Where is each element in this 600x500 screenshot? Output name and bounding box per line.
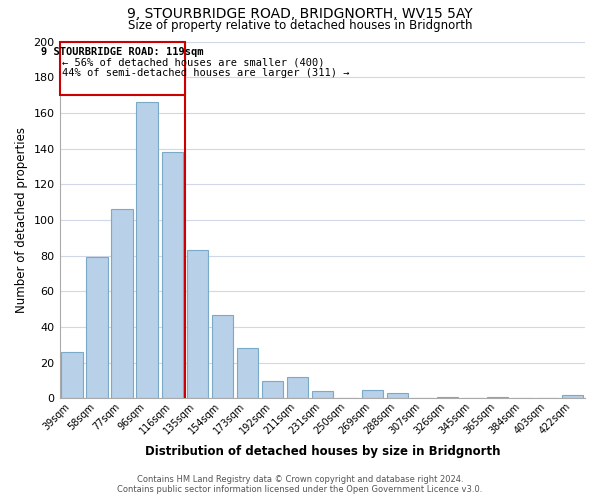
X-axis label: Distribution of detached houses by size in Bridgnorth: Distribution of detached houses by size …: [145, 444, 500, 458]
Bar: [487, 396, 508, 398]
Text: Contains HM Land Registry data © Crown copyright and database right 2024.
Contai: Contains HM Land Registry data © Crown c…: [118, 474, 482, 494]
Bar: [212, 314, 233, 398]
Text: Size of property relative to detached houses in Bridgnorth: Size of property relative to detached ho…: [128, 19, 472, 32]
Bar: [287, 377, 308, 398]
Bar: [362, 390, 383, 398]
Bar: [236, 348, 258, 399]
Bar: [262, 380, 283, 398]
Text: ← 56% of detached houses are smaller (400): ← 56% of detached houses are smaller (40…: [62, 58, 325, 68]
Y-axis label: Number of detached properties: Number of detached properties: [15, 127, 28, 313]
Bar: [86, 258, 108, 398]
Bar: [387, 393, 408, 398]
FancyBboxPatch shape: [59, 42, 185, 95]
Bar: [61, 352, 83, 399]
Bar: [562, 395, 583, 398]
Bar: [112, 210, 133, 398]
Bar: [161, 152, 183, 398]
Bar: [437, 396, 458, 398]
Bar: [311, 392, 333, 398]
Bar: [187, 250, 208, 398]
Text: 9 STOURBRIDGE ROAD: 119sqm: 9 STOURBRIDGE ROAD: 119sqm: [41, 47, 203, 57]
Text: 44% of semi-detached houses are larger (311) →: 44% of semi-detached houses are larger (…: [62, 68, 350, 78]
Bar: [136, 102, 158, 399]
Text: 9, STOURBRIDGE ROAD, BRIDGNORTH, WV15 5AY: 9, STOURBRIDGE ROAD, BRIDGNORTH, WV15 5A…: [127, 8, 473, 22]
